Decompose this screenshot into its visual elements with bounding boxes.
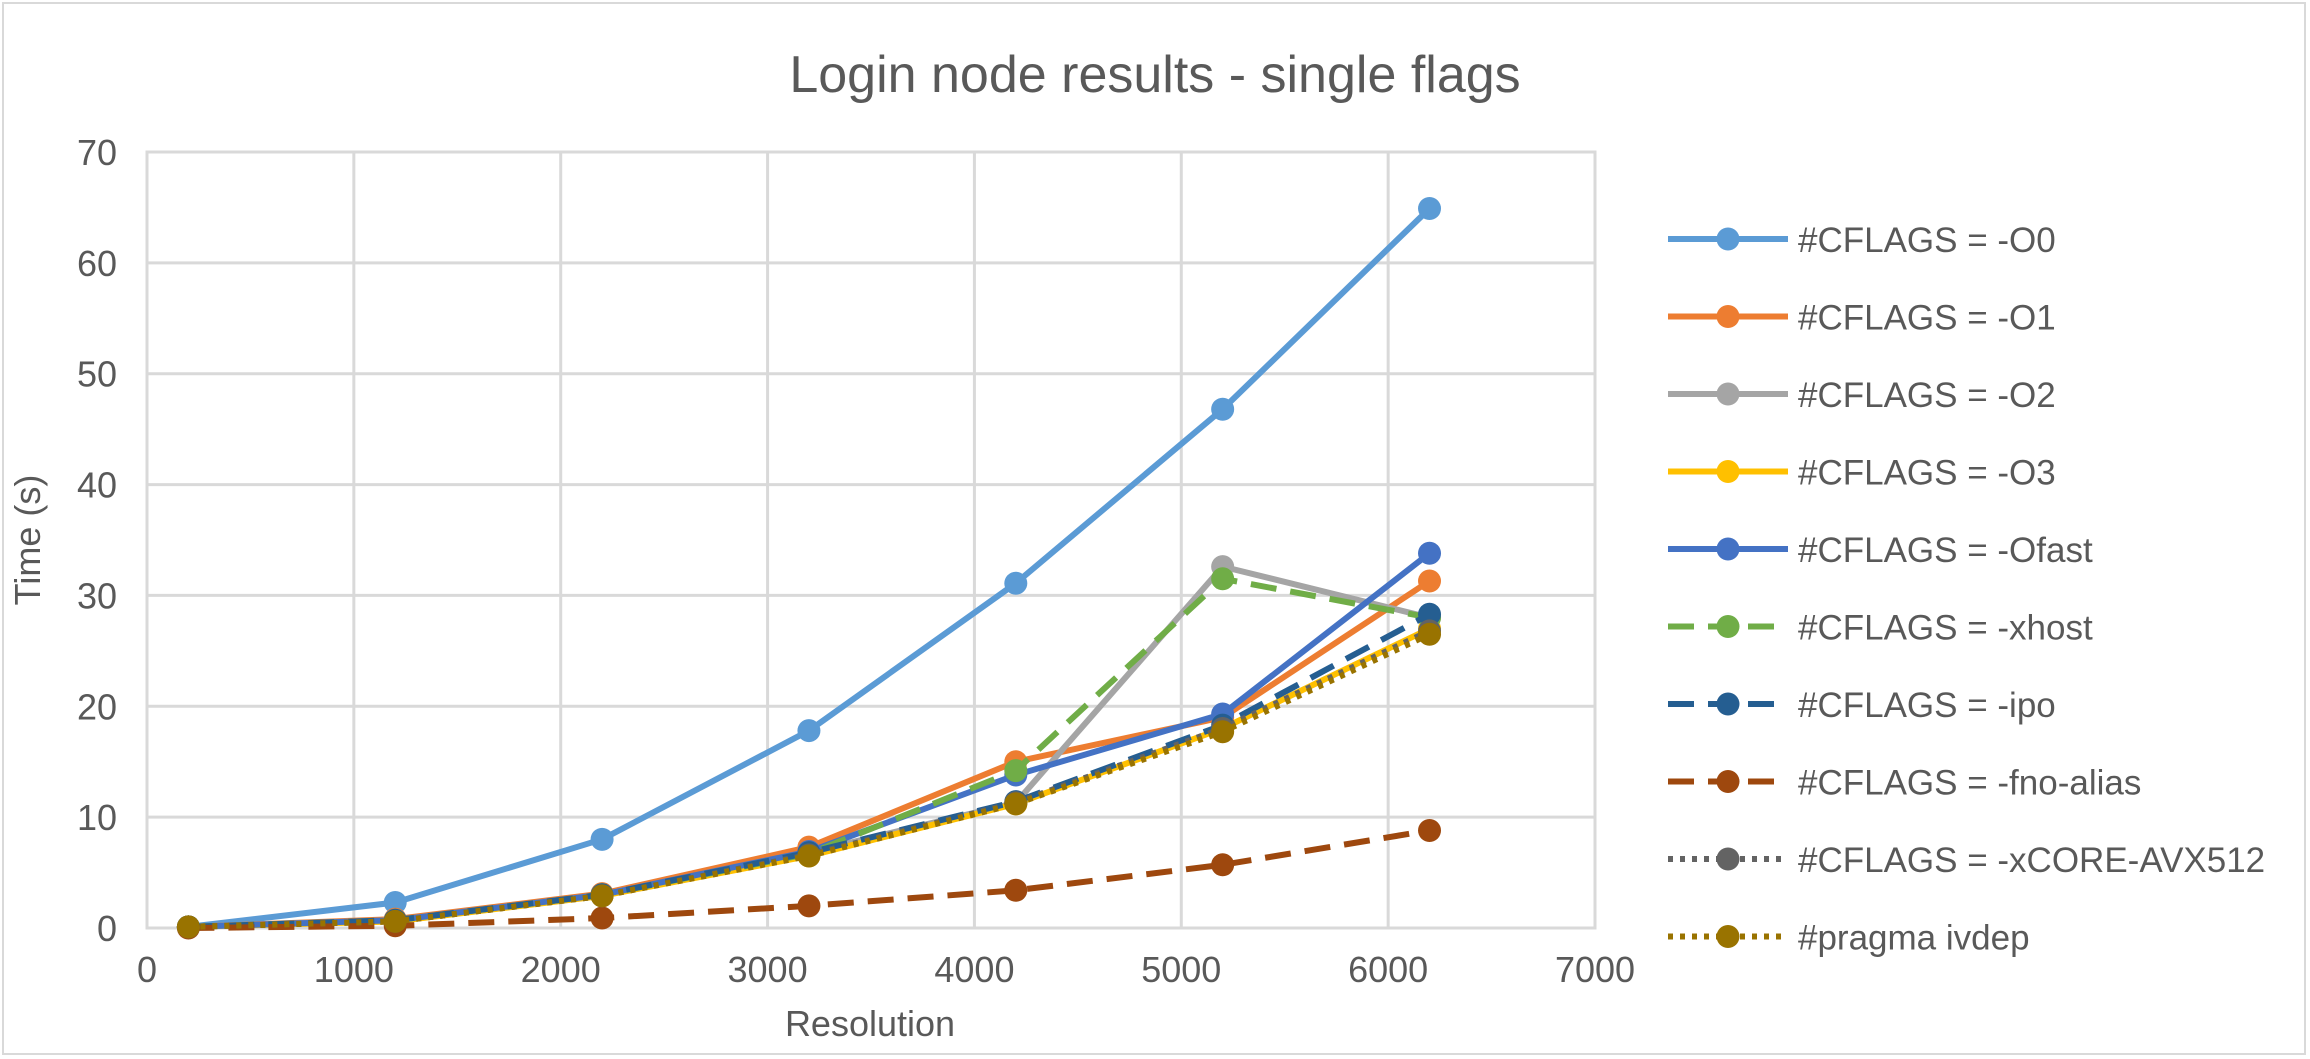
data-point — [1004, 759, 1028, 783]
data-point — [590, 827, 614, 851]
x-tick-label: 4000 — [934, 949, 1014, 990]
legend-label: #pragma ivdep — [1798, 919, 2030, 958]
data-point — [1004, 878, 1028, 902]
data-point — [590, 906, 614, 930]
series-0 — [176, 197, 1442, 939]
data-point — [1211, 853, 1235, 877]
data-point — [797, 894, 821, 918]
series-line — [188, 611, 1431, 930]
data-point — [176, 915, 200, 939]
legend-entry: #CFLAGS = -fno-alias — [1668, 764, 2141, 803]
data-point — [1211, 397, 1235, 421]
series-layer — [176, 197, 1442, 940]
plot-grid — [145, 150, 1597, 930]
chart-title: Login node results - single flags — [789, 46, 1520, 104]
x-tick-label: 5000 — [1141, 949, 1221, 990]
x-tick-label: 3000 — [728, 949, 808, 990]
series-2 — [176, 555, 1442, 939]
x-axis-label: Resolution — [785, 1003, 955, 1044]
legend-marker — [1716, 305, 1740, 328]
y-tick-label: 60 — [77, 243, 117, 284]
series-line — [188, 628, 1431, 930]
series-8 — [176, 619, 1442, 939]
legend-entry: #CFLAGS = -xhost — [1668, 609, 2093, 648]
x-tick-label: 2000 — [521, 949, 601, 990]
series-6 — [176, 602, 1442, 939]
legend-entry: #CFLAGS = -ipo — [1668, 686, 2056, 725]
legend-label: #CFLAGS = -O1 — [1798, 299, 2056, 338]
legend-label: #CFLAGS = -xhost — [1798, 609, 2093, 648]
legend-label: #CFLAGS = -Ofast — [1798, 531, 2093, 570]
data-point — [1418, 622, 1442, 646]
legend-entry: #CFLAGS = -O0 — [1668, 221, 2056, 260]
series-5 — [176, 567, 1442, 939]
data-point — [1004, 571, 1028, 595]
legend-label: #CFLAGS = -O2 — [1798, 376, 2056, 415]
legend-marker — [1716, 925, 1740, 948]
y-tick-label: 30 — [77, 575, 117, 616]
legend-label: #CFLAGS = -O3 — [1798, 454, 2056, 493]
legend-marker — [1716, 770, 1740, 793]
data-point — [1211, 567, 1235, 591]
y-tick-label: 10 — [77, 797, 117, 838]
legend-marker — [1716, 615, 1740, 638]
x-tick-label: 6000 — [1348, 949, 1428, 990]
x-tick-label: 0 — [137, 949, 157, 990]
data-point — [1418, 197, 1442, 221]
data-point — [383, 891, 407, 915]
legend: #CFLAGS = -O0 #CFLAGS = -O1 #CFLAGS = -O2 #… — [1668, 221, 2265, 958]
series-9 — [176, 622, 1442, 939]
legend-label: #CFLAGS = -fno-alias — [1798, 764, 2141, 803]
x-tick-label: 7000 — [1555, 949, 1635, 990]
data-point — [1418, 818, 1442, 842]
series-line — [188, 563, 1431, 930]
legend-entry: #CFLAGS = -O1 — [1668, 299, 2056, 338]
y-axis-label: Time (s) — [7, 475, 48, 606]
y-axis-ticks: 0 10 20 30 40 50 60 70 — [77, 132, 117, 949]
legend-marker — [1716, 537, 1740, 561]
legend-marker — [1716, 847, 1740, 871]
legend-label: #CFLAGS = -xCORE-AVX512 — [1798, 841, 2265, 880]
legend-marker — [1716, 460, 1740, 483]
series-line — [188, 625, 1431, 930]
plot-area-border — [145, 150, 1597, 930]
y-tick-label: 40 — [77, 465, 117, 506]
series-line — [188, 206, 1432, 930]
series-3 — [176, 617, 1442, 939]
data-point — [590, 884, 614, 908]
data-point — [383, 909, 407, 933]
x-tick-label: 1000 — [314, 949, 394, 990]
data-point — [1211, 720, 1235, 744]
legend-marker — [1716, 692, 1740, 716]
data-point — [1418, 569, 1442, 593]
data-point — [1418, 602, 1442, 626]
y-tick-label: 0 — [97, 908, 117, 949]
data-point — [797, 844, 821, 868]
data-point — [1418, 541, 1442, 565]
series-line — [188, 631, 1431, 930]
series-line — [188, 578, 1432, 930]
y-tick-label: 20 — [77, 686, 117, 727]
legend-entry: #CFLAGS = -xCORE-AVX512 — [1668, 841, 2265, 880]
legend-label: #CFLAGS = -O0 — [1798, 221, 2056, 260]
legend-entry: #pragma ivdep — [1668, 919, 2030, 958]
legend-label: #CFLAGS = -ipo — [1798, 686, 2056, 725]
legend-entry: #CFLAGS = -O3 — [1668, 454, 2056, 493]
series-1 — [176, 569, 1442, 939]
legend-entry: #CFLAGS = -Ofast — [1668, 531, 2093, 570]
x-axis-ticks: 0 1000 2000 3000 4000 5000 6000 7000 — [137, 949, 1635, 990]
y-tick-label: 50 — [77, 354, 117, 395]
data-point — [1004, 792, 1028, 816]
y-tick-label: 70 — [77, 132, 117, 173]
legend-entry: #CFLAGS = -O2 — [1668, 376, 2056, 415]
series-line — [188, 575, 1431, 930]
legend-marker — [1716, 227, 1740, 251]
data-point — [797, 719, 821, 743]
legend-marker — [1716, 382, 1740, 406]
